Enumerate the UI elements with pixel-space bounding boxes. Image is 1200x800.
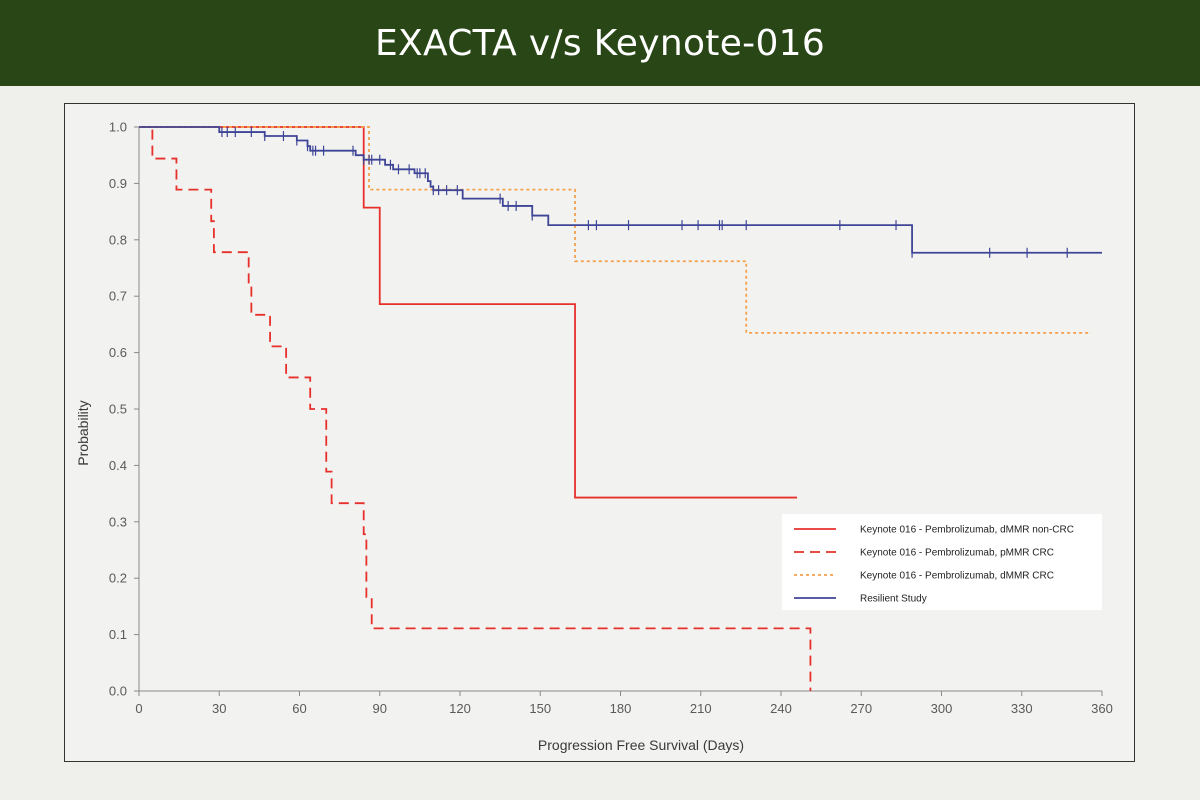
- x-tick-label: 0: [135, 701, 142, 716]
- x-tick-label: 60: [292, 701, 306, 716]
- y-tick-label: 1.0: [109, 120, 127, 135]
- x-axis-label: Progression Free Survival (Days): [538, 737, 744, 753]
- page-title: EXACTA v/s Keynote-016: [374, 22, 826, 64]
- x-tick-label: 360: [1091, 701, 1113, 716]
- y-tick-label: 0.9: [109, 176, 127, 191]
- x-tick-label: 120: [449, 701, 471, 716]
- x-tick-label: 210: [690, 701, 712, 716]
- x-tick-label: 300: [931, 701, 953, 716]
- series-line: [139, 126, 1102, 254]
- x-tick-label: 150: [529, 701, 551, 716]
- series-2: [139, 126, 812, 691]
- x-tick-label: 30: [212, 701, 226, 716]
- legend-box: [782, 514, 1102, 610]
- x-tick-label: 180: [610, 701, 632, 716]
- y-tick-label: 0.5: [109, 402, 127, 417]
- series-line: [139, 126, 1092, 334]
- x-tick-label: 240: [770, 701, 792, 716]
- y-axis-label: Probability: [75, 400, 91, 465]
- x-tick-label: 330: [1011, 701, 1033, 716]
- x-tick-label: 270: [850, 701, 872, 716]
- series-line: [139, 126, 812, 691]
- x-tick-label: 90: [373, 701, 387, 716]
- chart-axes: 0 30 60 90 120 150 180 210 240 270 300 330 360 0.0 0.1…: [109, 120, 1113, 717]
- y-tick-label: 0.3: [109, 514, 127, 529]
- legend-label: Resilient Study: [860, 594, 927, 605]
- y-tick-label: 0.7: [109, 289, 127, 304]
- legend-label: Keynote 016 - Pembrolizumab, dMMR CRC: [860, 571, 1054, 582]
- series-3: [139, 126, 1092, 334]
- legend-label: Keynote 016 - Pembrolizumab, dMMR non-CR…: [860, 525, 1074, 536]
- y-tick-label: 0.4: [109, 458, 127, 473]
- series-1: [139, 126, 798, 499]
- y-tick-label: 0.6: [109, 345, 127, 360]
- title-banner: EXACTA v/s Keynote-016: [0, 0, 1200, 86]
- series-4: [139, 126, 1102, 258]
- chart-series: [139, 126, 1102, 691]
- chart-frame: [64, 103, 1135, 762]
- y-tick-label: 0.8: [109, 232, 127, 247]
- chart-legend: Keynote 016 - Pembrolizumab, dMMR non-CR…: [782, 514, 1102, 610]
- y-tick-label: 0.1: [109, 627, 127, 642]
- y-tick-label: 0.0: [109, 684, 127, 699]
- legend-label: Keynote 016 - Pembrolizumab, pMMR CRC: [860, 548, 1054, 559]
- survival-chart: 0 30 60 90 120 150 180 210 240 270 300 330 360 0.0 0.1…: [75, 120, 1113, 754]
- series-line: [139, 126, 798, 499]
- y-tick-label: 0.2: [109, 571, 127, 586]
